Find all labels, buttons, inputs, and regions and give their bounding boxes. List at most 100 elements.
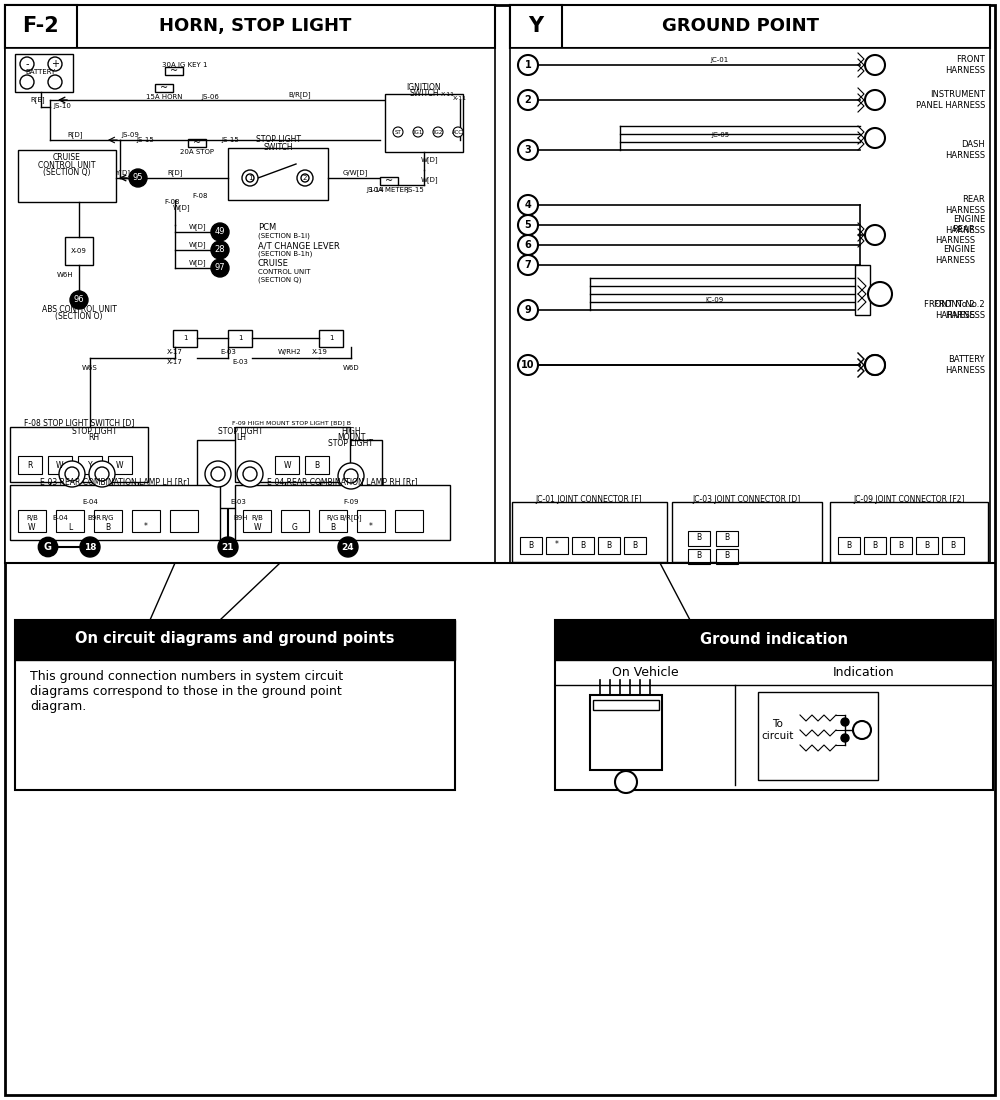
Text: STOP LIGHT: STOP LIGHT [328,440,374,449]
Text: B: B [724,534,730,542]
Text: HIGH: HIGH [341,428,361,437]
Text: X-19: X-19 [312,349,328,355]
Circle shape [20,75,34,89]
Text: CRUISE: CRUISE [258,260,289,268]
Bar [395,510,423,532]
Text: PCM: PCM [258,223,276,232]
Text: F-09: F-09 [343,499,359,505]
Text: 49: 49 [215,228,225,236]
Text: R/B: R/B [251,515,263,521]
Bar [243,510,271,532]
Text: 21: 21 [222,542,234,551]
Text: IG1: IG1 [413,130,423,134]
Text: 30A IG KEY 1: 30A IG KEY 1 [162,62,208,68]
Text: B: B [696,551,702,561]
Bar [15,620,455,790]
Text: *: * [555,540,559,550]
Bar [281,510,309,532]
Circle shape [70,292,88,309]
Text: IGNITION: IGNITION [407,82,441,91]
Circle shape [841,718,849,726]
Text: W[D]: W[D] [189,223,207,230]
Text: F-08: F-08 [164,199,180,205]
Text: JC-03 JOINT CONNECTOR [D]: JC-03 JOINT CONNECTOR [D] [693,495,801,505]
Text: G: G [44,542,52,552]
Bar [716,531,738,546]
Bar [320,440,382,508]
Text: Ground indication: Ground indication [700,631,848,647]
Text: CONTROL UNIT: CONTROL UNIT [38,161,96,169]
Text: B/R[D]: B/R[D] [340,515,362,521]
Text: HORN, STOP LIGHT: HORN, STOP LIGHT [159,16,351,35]
Text: E-04: E-04 [82,499,98,505]
Text: R/B: R/B [26,515,38,521]
Text: 20A STOP: 20A STOP [180,148,214,155]
Text: *: * [144,522,148,531]
Text: B: B [846,540,852,550]
Text: W[D]: W[D] [189,242,207,249]
Circle shape [865,226,885,245]
Circle shape [242,170,258,186]
Text: On circuit diagrams and ground points: On circuit diagrams and ground points [75,631,395,647]
Text: SWITCH: SWITCH [409,88,439,98]
Bar [305,456,329,474]
Bar [572,537,594,554]
Bar [18,510,46,532]
Text: REAR
HARNESS: REAR HARNESS [935,226,975,244]
Circle shape [865,55,885,75]
Bar [228,148,328,200]
Circle shape [338,463,364,490]
Circle shape [518,90,538,110]
Text: L: L [68,522,72,531]
Text: JC-09 JOINT CONNECTOR [F2]: JC-09 JOINT CONNECTOR [F2] [853,495,965,505]
Text: X-11: X-11 [453,96,467,100]
Text: RH: RH [88,433,100,442]
Text: ENGINE
HARNESS: ENGINE HARNESS [945,216,985,234]
Bar [235,485,450,540]
Circle shape [59,461,85,487]
Text: 10: 10 [521,360,535,370]
Text: B9R: B9R [87,515,101,521]
Text: W6S: W6S [82,365,98,371]
Text: R/G: R/G [102,515,114,521]
Text: 97: 97 [215,264,225,273]
Text: W[D]: W[D] [173,205,191,211]
Bar [48,456,72,474]
Text: ~: ~ [170,66,178,76]
Text: (SECTION B-1h): (SECTION B-1h) [258,251,312,257]
Bar [688,549,710,564]
Bar [18,456,42,474]
Text: 1: 1 [329,336,333,341]
Text: 5: 5 [525,220,531,230]
Bar [173,330,197,346]
Bar [235,427,350,482]
Text: Y[D]: Y[D] [116,169,130,176]
Text: 24: 24 [342,542,354,551]
Text: FRONT No.2
HARNESS: FRONT No.2 HARNESS [934,300,985,320]
Circle shape [243,468,257,481]
Circle shape [853,720,871,739]
Circle shape [20,57,34,72]
Bar [78,456,102,474]
Circle shape [301,174,309,182]
Circle shape [39,538,57,556]
Circle shape [89,461,115,487]
Bar [10,427,148,482]
Text: JS-14: JS-14 [366,187,384,192]
Bar [197,440,285,508]
Text: LH: LH [236,433,246,442]
Text: B: B [924,540,930,550]
Bar [65,236,93,265]
Bar [510,6,990,48]
Bar [510,48,990,563]
Text: IG2: IG2 [433,130,443,134]
Text: B: B [314,461,320,470]
Text: E-03: E-03 [230,499,246,505]
Text: G/W[D]: G/W[D] [342,169,368,176]
Text: -: - [25,59,29,69]
Circle shape [865,90,885,110]
Text: 95: 95 [133,174,143,183]
Bar [555,620,993,660]
Bar [593,700,659,710]
Bar [890,537,912,554]
